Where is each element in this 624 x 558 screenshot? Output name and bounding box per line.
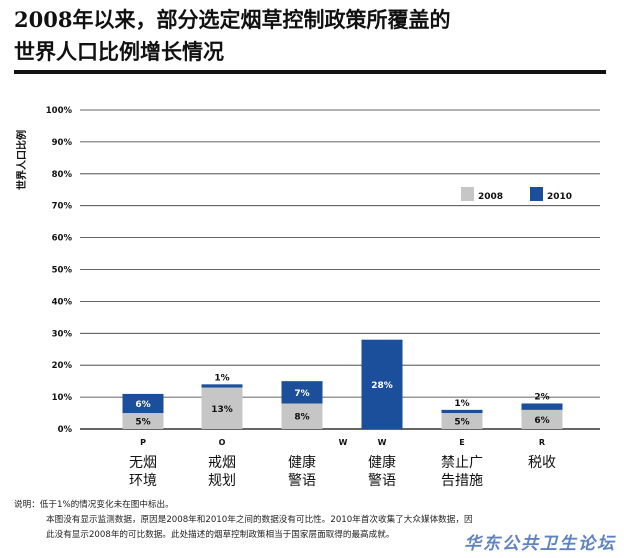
category-label: 警语	[288, 473, 316, 489]
bar-2008	[441, 413, 483, 429]
y-tick-label: 0%	[58, 425, 73, 435]
footnote-line-1: 说明：低于1%的情况变化未在图中标出。	[14, 498, 614, 513]
watermark: 华东公共卫生论坛	[464, 534, 616, 554]
y-tick-label: 90%	[52, 138, 73, 148]
data-label-2008: 5%	[454, 418, 469, 428]
legend-swatch-2008	[461, 187, 474, 201]
bar-2010	[281, 381, 323, 404]
footnotes: 说明：低于1%的情况变化未在图中标出。 本图没有显示监测数据，原因是2008年和…	[14, 498, 614, 543]
bar-2010	[201, 384, 243, 388]
category-label: 禁止广	[441, 455, 483, 471]
bar-2010	[441, 409, 483, 414]
category-letter: W	[339, 438, 348, 447]
category-letter: E	[459, 438, 464, 447]
y-tick-label: 60%	[52, 234, 73, 244]
footnote-label: 说明：	[14, 500, 40, 510]
chart-title: 2008年以来，部分选定烟草控制政策所覆盖的 世界人口比例增长情况	[14, 4, 614, 68]
category-label: 无烟	[129, 455, 157, 471]
title-line-1: 2008年以来，部分选定烟草控制政策所覆盖的	[14, 7, 451, 32]
bar-layer	[122, 339, 563, 429]
category-label: 告措施	[441, 473, 483, 489]
category-label: 健康	[368, 454, 396, 471]
y-tick-label: 100%	[46, 106, 73, 116]
y-tick-label: 80%	[52, 170, 73, 180]
category-label: 戒烟	[208, 455, 236, 471]
category-letter: W	[378, 438, 387, 447]
footnote-line-2: 本图没有显示监测数据，原因是2008年和2010年之间的数据没有可比性。2010…	[46, 515, 473, 525]
bar-chart: 0% 10% 20% 30% 40% 50% 60% 70% 80% 90% 100% 5% 6% P无…	[15, 106, 600, 489]
bar-2008	[521, 409, 563, 429]
footnote-text-1: 低于1%的情况变化未在图中标出。	[39, 500, 174, 510]
grid-layer: 0% 10% 20% 30% 40% 50% 60% 70% 80% 90% 100%	[46, 106, 600, 435]
y-tick-label: 20%	[52, 361, 73, 371]
legend-swatch-2010	[530, 187, 543, 201]
data-label-2010: 7%	[294, 389, 309, 399]
category-letter: O	[219, 438, 226, 447]
category-letter: R	[539, 438, 545, 447]
y-tick-label: 30%	[52, 329, 73, 339]
bar-2010	[521, 403, 563, 410]
legend: 2008 2010	[461, 187, 572, 202]
bar-2008	[201, 387, 243, 429]
y-axis-label: 世界人口比例	[15, 130, 28, 190]
category-label: 警语	[368, 473, 396, 489]
data-label-2010: 28%	[371, 381, 393, 391]
data-label-2008: 8%	[294, 413, 309, 423]
data-label-2008: 5%	[135, 418, 150, 428]
bar-2008	[281, 403, 323, 429]
title-line-2: 世界人口比例增长情况	[14, 39, 224, 64]
bar-2010	[361, 339, 403, 429]
category-label: 环境	[129, 473, 157, 489]
legend-label-2010: 2010	[547, 192, 572, 202]
data-label-2008: 13%	[211, 405, 233, 415]
bar-2008	[122, 413, 164, 429]
category-label: 健康	[288, 454, 316, 471]
category-label: 税收	[528, 455, 556, 471]
y-tick-label: 10%	[52, 393, 73, 403]
category-letter: P	[140, 438, 146, 447]
bar-2010	[122, 393, 164, 414]
footnote-line-3: 此没有显示2008年的可比数据。此处描述的烟草控制政策相当于国家层面取得的最高成…	[46, 530, 395, 540]
data-label-2010: 6%	[135, 400, 150, 410]
y-tick-label: 70%	[52, 202, 73, 212]
data-label-2010: 2%	[534, 392, 549, 402]
data-label-2008: 6%	[534, 416, 549, 426]
y-tick-label: 50%	[52, 266, 73, 276]
data-label-2010: 1%	[214, 373, 229, 383]
title-rule	[14, 70, 606, 74]
data-label-2010: 1%	[454, 399, 469, 409]
legend-label-2008: 2008	[478, 192, 503, 202]
y-tick-label: 40%	[52, 297, 73, 307]
category-label: 规划	[208, 473, 236, 489]
